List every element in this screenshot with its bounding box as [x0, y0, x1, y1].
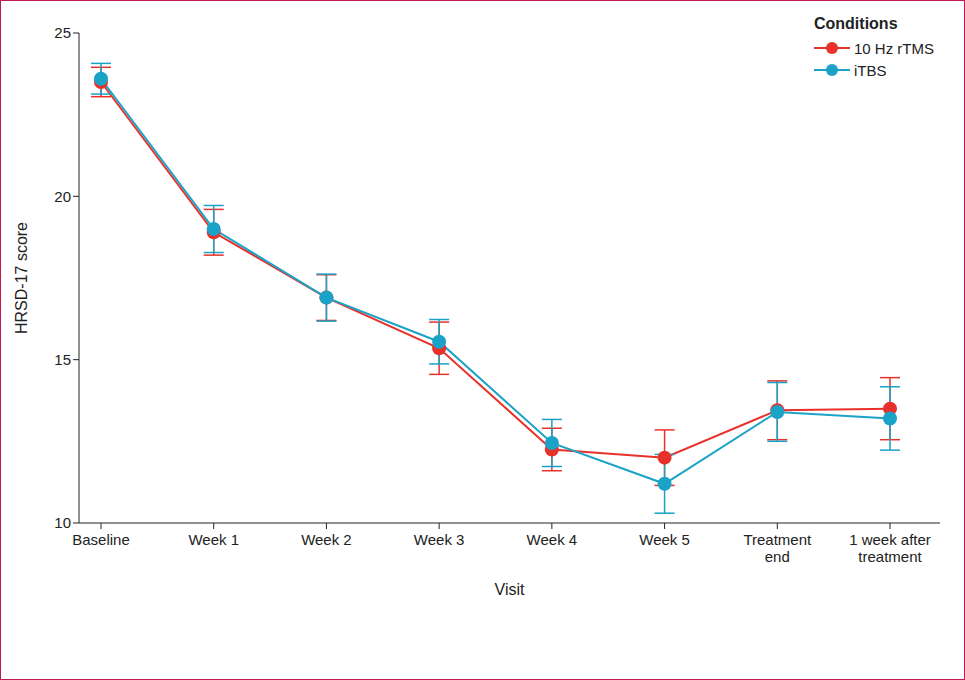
svg-text:Week 4: Week 4: [527, 531, 578, 548]
svg-text:Week 5: Week 5: [639, 531, 690, 548]
html-text:Conditions: Conditions: [814, 15, 898, 32]
svg-text:Week 1: Week 1: [188, 531, 239, 548]
svg-text:Visit: Visit: [495, 581, 525, 598]
svg-text:Treatmentend: Treatmentend: [743, 531, 812, 565]
html-text:iTBS: iTBS: [854, 61, 887, 79]
svg-text:HRSD-17 score: HRSD-17 score: [13, 222, 30, 334]
svg-text:1 week aftertreatment: 1 week aftertreatment: [849, 531, 931, 565]
svg-text:Week 2: Week 2: [301, 531, 352, 548]
svg-text:25: 25: [54, 24, 71, 41]
svg-text:15: 15: [54, 351, 71, 368]
svg-text:20: 20: [54, 188, 71, 205]
svg-text:Week 3: Week 3: [414, 531, 465, 548]
html-text:10 Hz rTMS: 10 Hz rTMS: [854, 39, 934, 57]
svg-text:10: 10: [54, 514, 71, 531]
svg-text:Baseline: Baseline: [72, 531, 130, 548]
